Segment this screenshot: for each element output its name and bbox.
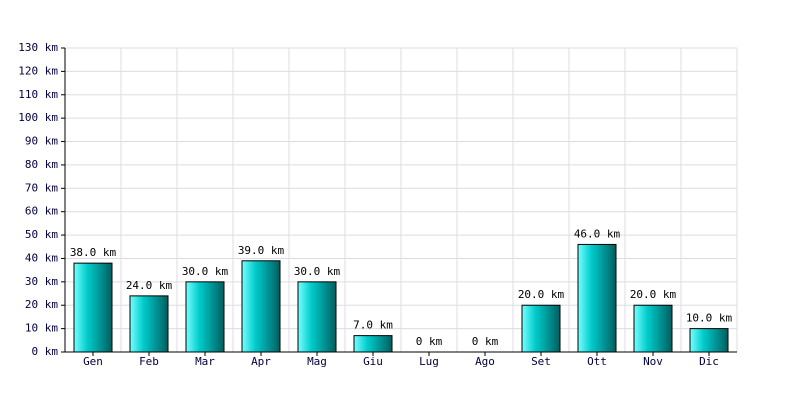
bar bbox=[353, 335, 393, 353]
y-tick-label: 60 km bbox=[25, 205, 58, 218]
x-tick-label: Ott bbox=[587, 355, 607, 368]
y-tick-label: 20 km bbox=[25, 298, 58, 311]
x-tick-label: Apr bbox=[251, 355, 271, 368]
value-label: 39.0 km bbox=[238, 244, 285, 257]
bar bbox=[689, 328, 729, 353]
value-label: 0 km bbox=[472, 335, 499, 348]
bar bbox=[633, 304, 673, 353]
value-label: 38.0 km bbox=[70, 246, 117, 259]
x-tick-label: Gen bbox=[83, 355, 103, 368]
y-tick-label: 40 km bbox=[25, 251, 58, 264]
x-tick-label: Feb bbox=[139, 355, 159, 368]
y-tick-label: 70 km bbox=[25, 181, 58, 194]
x-tick-label: Ago bbox=[475, 355, 495, 368]
x-tick-label: Nov bbox=[643, 355, 663, 368]
bar bbox=[577, 243, 617, 353]
y-tick-label: 110 km bbox=[18, 88, 58, 101]
value-label: 0 km bbox=[416, 335, 443, 348]
y-tick-label: 30 km bbox=[25, 275, 58, 288]
value-label: 30.0 km bbox=[294, 265, 341, 278]
x-tick-label: Giu bbox=[363, 355, 383, 368]
y-tick-label: 0 km bbox=[32, 345, 59, 358]
bar bbox=[297, 281, 337, 353]
value-label: 24.0 km bbox=[126, 279, 173, 292]
y-tick-label: 90 km bbox=[25, 135, 58, 148]
y-tick-label: 100 km bbox=[18, 111, 58, 124]
value-label: 20.0 km bbox=[630, 288, 677, 301]
y-tick-label: 80 km bbox=[25, 158, 58, 171]
x-tick-label: Set bbox=[531, 355, 551, 368]
bar bbox=[185, 281, 225, 353]
value-label: 30.0 km bbox=[182, 265, 229, 278]
y-tick-label: 120 km bbox=[18, 64, 58, 77]
y-tick-label: 130 km bbox=[18, 41, 58, 54]
value-label: 46.0 km bbox=[574, 227, 621, 240]
bar bbox=[73, 262, 113, 353]
bar bbox=[241, 260, 281, 353]
value-label: 7.0 km bbox=[353, 319, 393, 332]
value-label: 10.0 km bbox=[686, 312, 733, 325]
x-tick-label: Lug bbox=[419, 355, 439, 368]
y-tick-label: 50 km bbox=[25, 228, 58, 241]
y-tick-label: 10 km bbox=[25, 322, 58, 335]
value-label: 20.0 km bbox=[518, 288, 565, 301]
bar bbox=[521, 304, 561, 353]
x-tick-label: Mar bbox=[195, 355, 215, 368]
bar bbox=[129, 295, 169, 353]
x-tick-label: Dic bbox=[699, 355, 719, 368]
x-tick-label: Mag bbox=[307, 355, 327, 368]
